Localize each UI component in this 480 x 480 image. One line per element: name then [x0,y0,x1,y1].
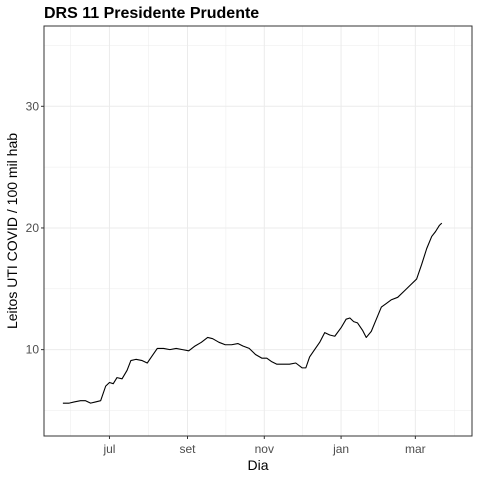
plot-border [43,25,473,437]
axes: 10 20 30 jul set nov jan mar [26,99,426,456]
series [62,222,443,404]
y-axis-label: Leitos UTI COVID / 100 mil hab [4,133,20,329]
y-tick-label: 20 [26,221,40,235]
x-tick-label: jan [332,442,349,456]
x-axis-label: Dia [247,457,268,473]
x-tick-label: nov [255,442,274,456]
plot-panel [43,25,473,437]
grid [44,26,472,436]
x-tick-label: jul [102,442,115,456]
chart-title: DRS 11 Presidente Prudente [44,5,259,22]
series-line [62,222,443,404]
x-tick-label: mar [405,442,426,456]
y-tick-label: 10 [26,343,40,357]
x-tick-label: set [179,442,196,456]
y-tick-label: 30 [26,99,40,113]
